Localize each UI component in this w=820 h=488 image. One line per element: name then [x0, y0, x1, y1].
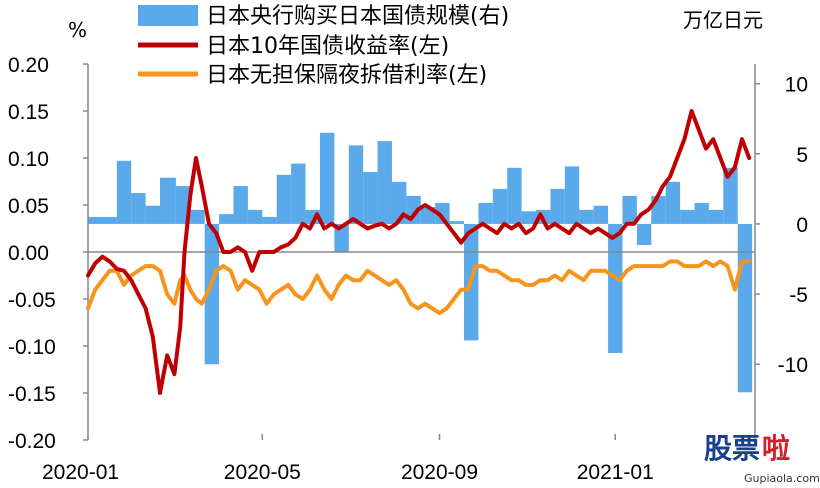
purchase-bar — [593, 205, 609, 224]
right-tick-label: -10 — [778, 354, 808, 377]
x-tick-label: 2020-01 — [42, 461, 119, 484]
purchase-bar — [291, 163, 306, 224]
right-tick-label: 5 — [796, 144, 808, 167]
purchase-bar — [608, 223, 623, 354]
left-tick-label: 0.00 — [8, 242, 49, 265]
purchase-bar — [478, 202, 493, 224]
purchase-bar — [521, 211, 537, 224]
x-tick-label: 2021-01 — [577, 461, 654, 484]
rate-lines — [86, 109, 752, 395]
x-tick-label: 2020-05 — [224, 461, 301, 484]
jgb-10y-yield-line — [86, 109, 752, 395]
purchase-bar — [334, 223, 349, 252]
purchase-bar — [636, 223, 652, 245]
watermark-url: Gupiaola.com — [744, 472, 820, 485]
purchase-bar — [622, 195, 637, 224]
left-tick-label: -0.15 — [8, 383, 56, 406]
purchase-bar — [131, 193, 146, 224]
watermark-accent: 啦 — [762, 432, 790, 465]
purchase-bar — [276, 174, 292, 224]
right-tick-label: 0 — [796, 214, 808, 237]
purchase-bar — [377, 141, 392, 224]
x-tick-label: 2020-09 — [401, 461, 478, 484]
purchase-bar — [564, 166, 580, 224]
right-axis-unit: 万亿日元 — [683, 8, 763, 32]
left-tick-label: 0.10 — [8, 148, 49, 171]
watermark-logo: 股票 啦 Gupiaola.com — [704, 432, 820, 485]
purchase-bar — [680, 209, 695, 224]
purchase-bar — [507, 167, 522, 224]
left-tick-label: 0.05 — [8, 195, 49, 218]
left-tick-label: -0.10 — [8, 336, 56, 359]
right-axis-ticks: 10 5 0 -5 -10 — [755, 74, 808, 377]
purchase-bar — [665, 181, 681, 224]
purchase-bar — [579, 209, 594, 224]
legend-label-overnight: 日本无担保隔夜拆借利率(左) — [206, 63, 487, 88]
purchase-bar — [247, 209, 263, 224]
legend-swatch-bars — [138, 5, 198, 26]
purchase-bar — [708, 209, 724, 224]
left-axis-ticks: 0.20 0.15 0.10 0.05 0.00 -0.05 -0.10 -0.15 -0.20 — [8, 54, 88, 453]
legend-label-yield: 日本10年国债收益率(左) — [206, 34, 449, 59]
chart-legend: 日本央行购买日本国债规模(右) 日本10年国债收益率(左) 日本无担保隔夜拆借利… — [138, 4, 509, 88]
right-tick-label: -5 — [789, 284, 808, 307]
purchase-bar — [319, 132, 335, 224]
purchase-bar — [694, 202, 709, 224]
purchase-bar — [116, 160, 132, 224]
purchase-bars — [88, 132, 753, 393]
x-axis-ticks: 2020-01 2020-05 2020-09 2021-01 — [42, 434, 654, 484]
left-tick-label: -0.20 — [8, 430, 56, 453]
left-tick-label: -0.05 — [8, 289, 56, 312]
purchase-bar — [100, 216, 117, 224]
left-axis-unit: % — [68, 18, 87, 42]
purchase-bar — [145, 205, 161, 224]
purchase-bar — [190, 209, 205, 224]
purchase-bar — [160, 177, 176, 224]
purchase-bar — [449, 221, 464, 224]
purchase-bar — [262, 216, 277, 224]
purchase-bar — [219, 214, 234, 224]
left-tick-label: 0.15 — [8, 101, 49, 124]
purchase-bar — [737, 223, 753, 393]
purchase-bar — [723, 167, 738, 224]
overnight-rate-line — [86, 259, 752, 316]
purchase-bar — [492, 188, 508, 224]
purchase-bar — [363, 172, 378, 224]
purchase-bar — [348, 145, 364, 224]
watermark-text: 股票 — [704, 432, 760, 465]
purchase-bar — [88, 216, 101, 224]
purchase-bar — [435, 202, 450, 224]
chart-axes — [87, 64, 756, 440]
purchase-bar — [204, 223, 220, 365]
purchase-bar — [550, 188, 565, 224]
left-tick-label: 0.20 — [8, 54, 49, 77]
legend-label-bars: 日本央行购买日本国债规模(右) — [206, 4, 509, 29]
right-tick-label: 10 — [785, 74, 808, 97]
purchase-bar — [233, 186, 248, 224]
